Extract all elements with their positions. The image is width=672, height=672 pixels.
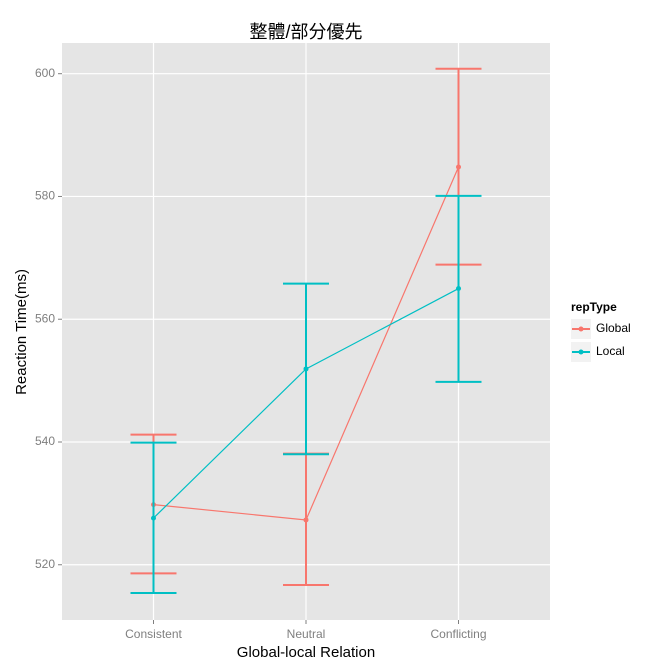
x-tick-label: Neutral — [287, 627, 326, 641]
legend-point — [578, 349, 584, 355]
legend-label: Local — [596, 344, 625, 358]
x-axis-label: Global-local Relation — [237, 644, 375, 661]
point — [151, 515, 156, 521]
point — [456, 164, 461, 170]
y-axis-label: Reaction Time(ms) — [13, 269, 30, 395]
y-tick-label: 520 — [35, 557, 55, 571]
x-tick-label: Conflicting — [430, 627, 486, 641]
point — [303, 366, 309, 372]
y-tick-label: 580 — [35, 189, 55, 203]
legend-point — [578, 326, 584, 332]
point — [456, 286, 461, 292]
y-tick-label: 560 — [35, 311, 55, 325]
y-tick-label: 540 — [35, 434, 55, 448]
x-tick-label: Consistent — [125, 627, 182, 641]
chart-title: 整體/部分優先 — [249, 22, 362, 42]
point — [303, 517, 309, 523]
y-tick-label: 600 — [35, 66, 55, 80]
legend-label: Global — [596, 321, 631, 335]
legend-title: repType — [571, 300, 617, 314]
